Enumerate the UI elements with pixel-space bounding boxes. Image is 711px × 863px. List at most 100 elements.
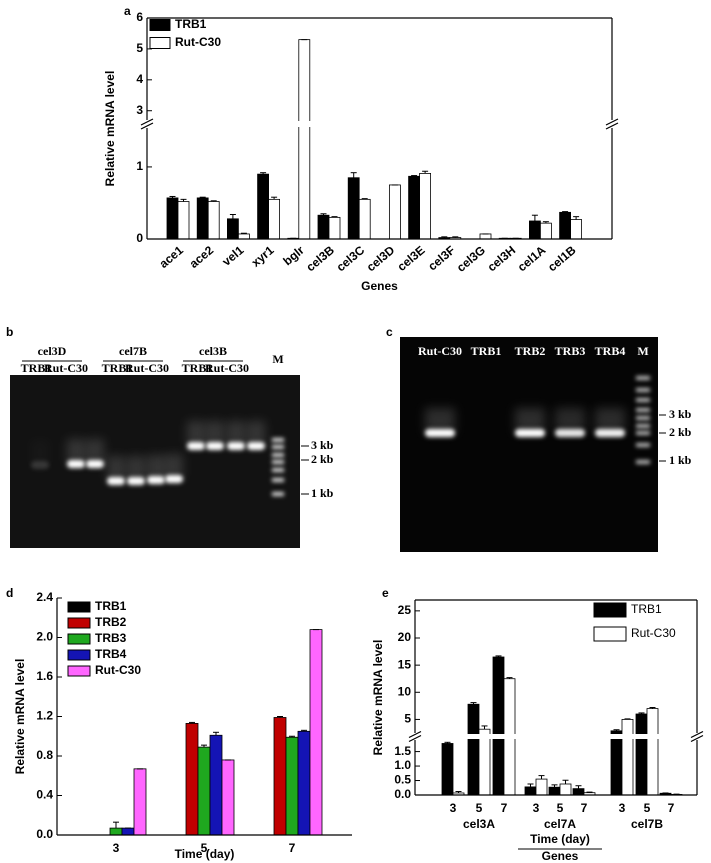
error-bar (562, 211, 569, 213)
break-mark (140, 122, 154, 130)
y-tick-label: 1.6 (36, 669, 53, 683)
bar (572, 788, 585, 796)
error-bar (562, 779, 569, 784)
y-tick-label: 1.5 (394, 744, 411, 758)
bar (479, 233, 492, 240)
error-bar (210, 200, 217, 202)
bar (388, 184, 401, 240)
gel-smear (165, 454, 183, 479)
ladder-band (636, 431, 650, 435)
x-tick-label: 7 (289, 841, 296, 855)
error-bar (613, 729, 620, 731)
error-bar (361, 198, 368, 200)
size-label: 3 kb (669, 407, 692, 421)
bar (419, 173, 432, 240)
legend-swatch (67, 633, 91, 645)
gel-band (187, 442, 205, 450)
ladder-band (272, 453, 284, 457)
x-tick-label: 5 (557, 801, 564, 815)
x-tick-label: 3 (619, 801, 626, 815)
error-bar (638, 712, 645, 714)
legend-swatch (67, 601, 91, 613)
y-tick-label: 0.5 (394, 773, 411, 787)
gel-image (400, 337, 658, 552)
gel-band (247, 442, 265, 450)
bar (273, 717, 287, 836)
bar (467, 703, 480, 796)
error-bar (331, 216, 338, 218)
bar (197, 746, 211, 836)
y-tick-label: 5 (404, 712, 411, 726)
bar (610, 730, 623, 796)
error-bar (573, 216, 580, 220)
bar (285, 736, 299, 836)
marker-label: M (272, 352, 283, 366)
bar (478, 728, 491, 796)
bar (358, 198, 371, 240)
ladder-band (272, 478, 284, 482)
break-mark (690, 734, 704, 743)
error-bar (575, 785, 582, 789)
x-tick-label: vel1 (219, 243, 246, 269)
bar (196, 197, 209, 240)
bar (441, 743, 454, 796)
error-bar (271, 196, 278, 200)
gel-smear (107, 456, 125, 481)
error-bar (411, 175, 418, 177)
x-tick-label: cel3E (395, 243, 428, 274)
legend-label: TRB1 (95, 599, 127, 613)
size-label: 2 kb (311, 452, 334, 466)
axis-break-gap (407, 734, 705, 739)
gel-smear (67, 439, 85, 464)
error-bar (586, 791, 593, 793)
gel-smear (31, 440, 49, 465)
gel-smear (425, 408, 455, 433)
group-label: cel3A (463, 817, 495, 831)
gel-band (147, 476, 165, 484)
x-tick-label: cel3D (364, 243, 398, 275)
x-tick-label: cel1B (545, 243, 579, 275)
error-bar (201, 744, 207, 748)
error-bar (320, 213, 327, 216)
error-bar (229, 213, 236, 219)
bar (408, 175, 421, 240)
bar (166, 197, 179, 240)
error-bar (527, 783, 534, 787)
bar (535, 778, 548, 796)
error-bar (455, 791, 462, 793)
ladder-band (636, 408, 650, 412)
axis-break-gap (139, 121, 620, 127)
ladder-band (636, 460, 650, 464)
gel-smear (515, 408, 545, 433)
panel-letter: b (6, 325, 13, 339)
bar (635, 713, 648, 796)
bar (209, 734, 223, 836)
y-tick-label: 0.0 (394, 787, 411, 801)
x-tick-label: 7 (581, 801, 588, 815)
gel-band (227, 442, 245, 450)
y-tick-label: 2.0 (36, 630, 53, 644)
gel-band (595, 429, 625, 437)
error-bar (506, 677, 513, 679)
panel-letter: e (382, 586, 389, 600)
lane-label: TRB1 (102, 361, 133, 375)
legend-label: TRB1 (175, 17, 207, 31)
x-tick-label: cel3C (334, 243, 368, 275)
lane-label: TRB2 (515, 344, 546, 358)
x-tick-label: ace2 (187, 243, 217, 271)
bar (328, 216, 341, 240)
error-bar (260, 172, 267, 175)
error-bar (113, 821, 119, 829)
x-tick-label: 7 (668, 801, 675, 815)
gene-header: cel7B (119, 344, 147, 358)
bar (524, 786, 537, 796)
gel-smear (227, 421, 245, 446)
bar (298, 39, 311, 240)
legend-label: Rut-C30 (95, 663, 141, 677)
legend-label: TRB3 (95, 631, 127, 645)
panel-letter: a (124, 4, 131, 18)
gel-band (107, 477, 125, 485)
gel-band (31, 461, 49, 469)
x-tick-label: cel3H (485, 243, 519, 274)
group-label: cel7B (631, 817, 663, 831)
